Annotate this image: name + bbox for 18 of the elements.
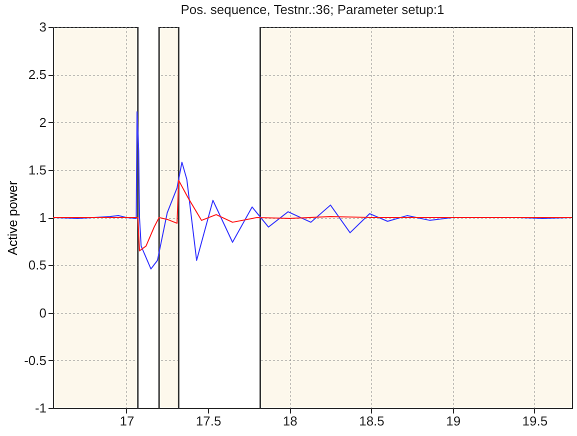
line-series (52, 180, 573, 252)
y-tick-label: 1.5 (28, 162, 46, 178)
y-tick-label: 3 (39, 20, 46, 34)
y-tick-label: 1 (39, 210, 46, 225)
x-tick-label: 17 (120, 414, 134, 428)
x-tick-label: 19 (446, 414, 461, 428)
x-tick-label: 17.5 (196, 414, 222, 428)
y-tick-label: 2 (39, 114, 46, 130)
y-axis-title: Active power (5, 180, 20, 256)
x-tick-label: 18 (282, 414, 298, 428)
x-tick-label: 19.5 (522, 414, 548, 428)
chart-title: Pos. sequence, Testnr.:36; Parameter setup:1 (180, 2, 444, 17)
y-tick-label: 0 (39, 305, 46, 320)
y-tick-label: -1 (34, 400, 46, 416)
y-tick-label: 0.5 (28, 258, 46, 273)
y-tick-label: -0.5 (24, 352, 46, 368)
y-tick-label: 2.5 (28, 67, 46, 82)
x-tick-label: 18.5 (359, 414, 384, 428)
